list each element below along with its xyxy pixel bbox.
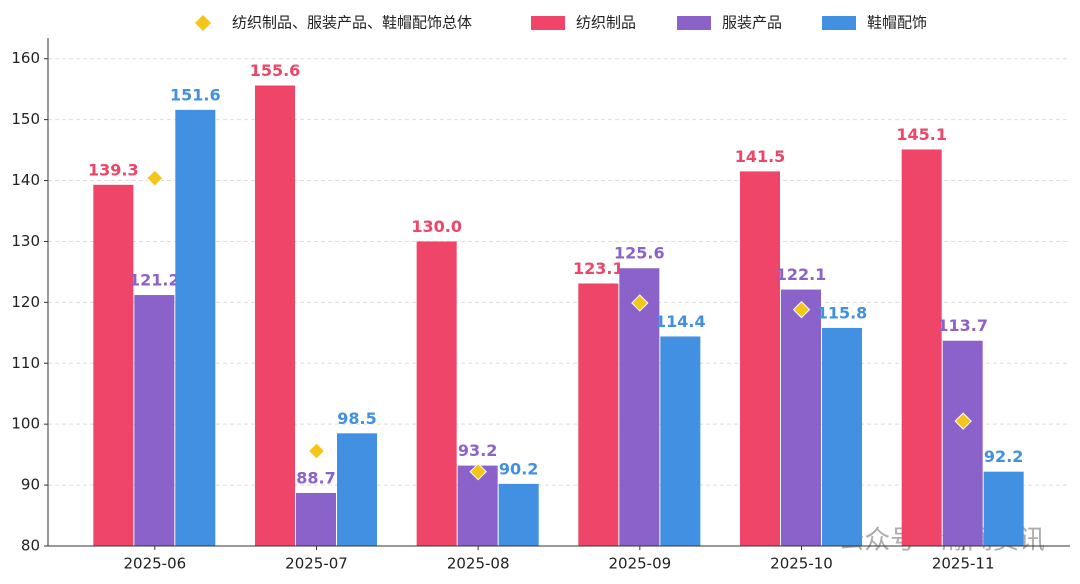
- value-label: 90.2: [499, 459, 538, 478]
- x-tick-label: 2025-08: [447, 555, 510, 573]
- value-label: 115.8: [817, 303, 868, 322]
- bar: [942, 340, 983, 546]
- y-tick-label: 110: [11, 354, 40, 372]
- value-label: 121.2: [129, 271, 180, 290]
- value-label: 141.5: [735, 147, 786, 166]
- bar: [983, 471, 1024, 546]
- bar: [498, 483, 539, 546]
- bar: [416, 241, 457, 546]
- value-label: 113.7: [937, 316, 988, 335]
- legend-label: 纺织制品: [576, 14, 636, 32]
- legend-label: 服装产品: [722, 14, 782, 32]
- value-label: 114.4: [655, 312, 706, 331]
- value-label: 139.3: [88, 160, 139, 179]
- bar: [660, 336, 701, 546]
- value-label: 98.5: [337, 409, 376, 428]
- value-label: 151.6: [170, 85, 221, 104]
- value-label: 130.0: [411, 217, 462, 236]
- y-tick-label: 130: [11, 232, 40, 250]
- bar: [822, 327, 862, 546]
- y-tick-label: 100: [11, 415, 40, 433]
- value-label: 145.1: [896, 125, 947, 144]
- y-tick-label: 120: [11, 293, 40, 311]
- y-tick-label: 160: [11, 49, 40, 67]
- point: [954, 412, 972, 430]
- legend-label: 纺织制品、服装产品、鞋帽配饰总体: [232, 14, 472, 32]
- value-label: 123.1: [573, 259, 624, 278]
- x-tick-label: 2025-06: [123, 555, 186, 573]
- legend-marker: [531, 16, 565, 30]
- bar: [740, 171, 780, 546]
- y-tick-label: 150: [11, 110, 40, 128]
- point: [631, 294, 649, 312]
- point: [792, 300, 811, 319]
- value-label: 155.6: [250, 61, 301, 80]
- value-label: 122.1: [776, 265, 827, 284]
- value-label: 93.2: [458, 441, 497, 460]
- point: [469, 462, 487, 481]
- value-label: 125.6: [614, 244, 665, 263]
- value-label: 92.2: [984, 447, 1023, 466]
- bar: [255, 85, 295, 546]
- point: [307, 442, 326, 460]
- bar: [296, 493, 336, 546]
- bar: [134, 295, 175, 546]
- bar: [901, 149, 942, 546]
- point: [146, 169, 164, 187]
- bar: [337, 433, 377, 546]
- y-tick-label: 140: [11, 171, 40, 189]
- x-tick-label: 2025-07: [285, 555, 348, 573]
- legend-marker: [822, 16, 856, 30]
- x-tick-label: 2025-10: [770, 555, 833, 573]
- x-tick-label: 2025-11: [932, 555, 995, 573]
- bar: [578, 283, 619, 546]
- value-label: 88.7: [296, 469, 335, 488]
- x-tick-label: 2025-09: [608, 555, 671, 573]
- bar: [93, 184, 134, 547]
- legend-marker: [195, 15, 211, 31]
- legend-label: 鞋帽配饰: [867, 14, 927, 32]
- legend-marker: [677, 16, 711, 30]
- y-tick-label: 80: [21, 537, 40, 555]
- bar: [781, 289, 821, 546]
- y-tick-label: 90: [21, 476, 40, 494]
- bar: [619, 268, 660, 546]
- bar: [175, 109, 216, 546]
